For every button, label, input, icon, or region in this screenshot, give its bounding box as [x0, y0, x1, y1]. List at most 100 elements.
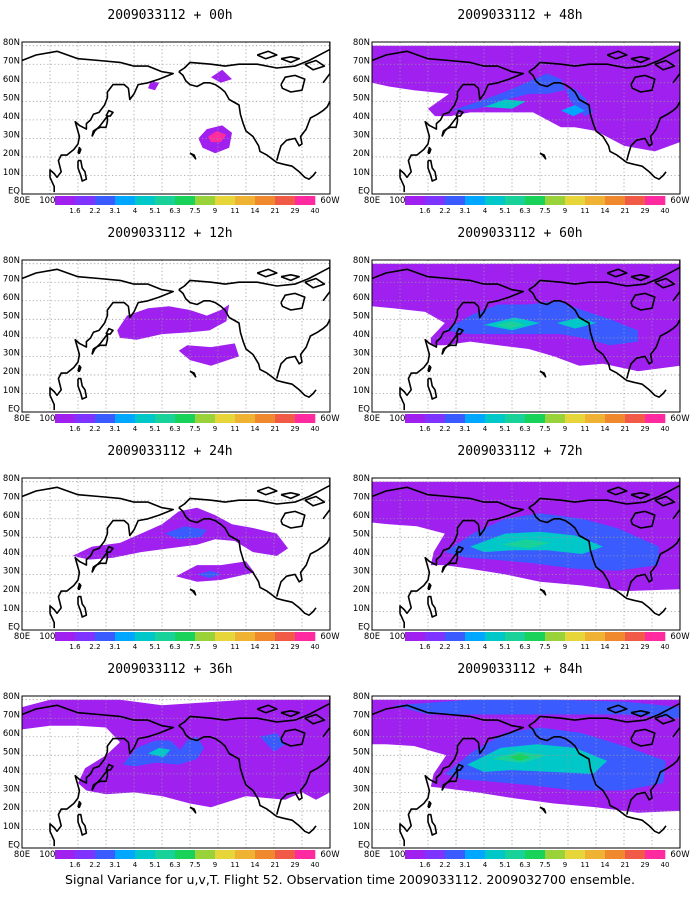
coastline — [606, 268, 628, 278]
colorbar-label: 14 — [601, 643, 610, 651]
colorbar-label: 1.6 — [69, 425, 81, 433]
colorbar-swatch — [585, 196, 606, 205]
colorbar-swatch — [195, 414, 216, 423]
colorbar-label: 21 — [271, 643, 280, 651]
variance-contour — [444, 300, 638, 346]
colorbar-label: 5.1 — [149, 861, 160, 869]
latitude-tick-label: 60N — [353, 75, 370, 85]
coastline — [178, 484, 330, 509]
latitude-tick-label: EQ — [358, 622, 370, 632]
coastline — [528, 266, 680, 291]
coastline — [322, 696, 330, 738]
variance-contour — [208, 131, 227, 143]
coastline — [427, 595, 438, 618]
latitude-tick-label: 70N — [3, 275, 20, 285]
coastline — [304, 59, 326, 71]
colorbar-swatch — [645, 414, 666, 423]
coastline — [455, 763, 464, 771]
colorbar-label: 29 — [641, 643, 650, 651]
latitude-tick-label: 20N — [353, 803, 370, 813]
coastline — [178, 289, 317, 398]
colorbar-label: 21 — [271, 861, 280, 869]
variance-contour — [484, 99, 526, 109]
colorbar-label: 21 — [621, 425, 630, 433]
colorbar-label: 40 — [311, 643, 320, 651]
colorbar-swatch — [565, 850, 586, 859]
colorbar-label: 7.5 — [189, 425, 200, 433]
latitude-tick-label: 40N — [3, 548, 20, 558]
coastline — [91, 115, 109, 137]
longitude-tick-label: 60W — [320, 850, 340, 860]
colorbar-swatch — [55, 632, 76, 641]
colorbar-label: 29 — [641, 425, 650, 433]
forecast-panel: 2009033112 + 48h80E100E120E140E160E18016… — [350, 0, 690, 218]
longitude-tick-label: 80E — [14, 414, 30, 424]
coastline — [280, 491, 301, 500]
variance-contour — [197, 570, 221, 579]
colorbar-swatch — [275, 196, 296, 205]
latitude-tick-label: 20N — [353, 585, 370, 595]
coastline — [672, 478, 680, 520]
longitude-tick-label: 80E — [14, 196, 30, 206]
colorbar-swatch — [135, 414, 156, 423]
colorbar-swatch — [175, 414, 196, 423]
coastline — [455, 545, 464, 553]
colorbar-label: 40 — [661, 643, 670, 651]
coastline — [528, 507, 667, 616]
coastline — [178, 507, 317, 616]
coastline — [276, 754, 330, 815]
colorbar-label: 14 — [601, 425, 610, 433]
latitude-tick-label: 60N — [353, 511, 370, 521]
colorbar-swatch — [95, 196, 116, 205]
colorbar-swatch — [465, 850, 486, 859]
forecast-map: 80E100E120E140E160E180160W140W120W100W80… — [3, 256, 340, 433]
colorbar-label: 9 — [563, 861, 567, 869]
forecast-map: 80E100E120E140E160E180160W140W120W100W80… — [353, 692, 690, 869]
colorbar-swatch — [585, 850, 606, 859]
forecast-panel: 2009033112 + 84h80E100E120E140E160E18016… — [350, 654, 690, 872]
colorbar-label: 2.2 — [89, 643, 100, 651]
coastline — [276, 536, 330, 597]
map-area — [22, 478, 330, 630]
colorbar-label: 14 — [251, 643, 260, 651]
forecast-map: 80E100E120E140E160E180160W140W120W100W80… — [3, 692, 340, 869]
latitude-tick-label: 30N — [3, 131, 20, 141]
coastline — [322, 42, 330, 84]
latitude-tick-label: 20N — [353, 149, 370, 159]
latitude-tick-label: EQ — [358, 840, 370, 850]
coastline — [91, 769, 109, 791]
colorbar-swatch — [95, 850, 116, 859]
coastline — [630, 728, 656, 747]
colorbar-label: 7.5 — [539, 207, 550, 215]
colorbar-label: 7.5 — [189, 861, 200, 869]
variance-contour — [211, 69, 232, 83]
colorbar-swatch — [235, 196, 256, 205]
latitude-tick-label: 60N — [3, 293, 20, 303]
coastline — [189, 370, 197, 378]
colorbar-label: 14 — [251, 207, 260, 215]
colorbar-swatch — [505, 414, 526, 423]
latitude-tick-label: 30N — [3, 785, 20, 795]
colorbar-swatch — [525, 850, 546, 859]
coastline — [189, 806, 197, 814]
latitude-tick-label: 10N — [3, 386, 20, 396]
coastline — [528, 702, 680, 727]
latitude-tick-label: 30N — [353, 131, 370, 141]
map-area — [22, 260, 330, 412]
variance-contour — [176, 561, 255, 582]
colorbar-label: 11 — [231, 643, 240, 651]
panel-title: 2009033112 + 72h — [457, 444, 583, 459]
coastline — [654, 495, 676, 507]
coastline — [654, 713, 676, 725]
colorbar-label: 11 — [231, 425, 240, 433]
coastline — [280, 728, 306, 747]
colorbar-label: 29 — [291, 425, 300, 433]
colorbar-swatch — [545, 632, 566, 641]
latitude-tick-label: 80N — [3, 474, 20, 484]
latitude-tick-label: 20N — [3, 149, 20, 159]
latitude-tick-label: 30N — [353, 349, 370, 359]
colorbar-swatch — [155, 196, 176, 205]
variance-contour — [372, 45, 680, 152]
panel-title: 2009033112 + 36h — [107, 662, 233, 677]
coastline — [105, 327, 114, 335]
